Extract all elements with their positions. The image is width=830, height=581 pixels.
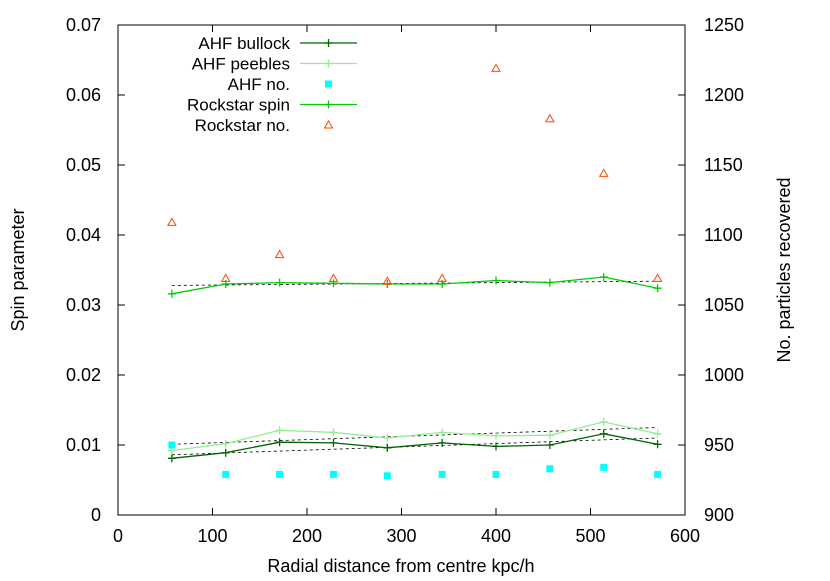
y-tick-label: 0.04: [66, 225, 101, 245]
y2-tick-label: 1100: [704, 225, 743, 245]
y-tick-label: 0.03: [66, 295, 101, 315]
legend-marker: [323, 119, 334, 129]
data-point: [600, 463, 608, 471]
y2-tick-label: 1150: [704, 155, 743, 175]
series-line: [171, 276, 658, 295]
data-point: [167, 289, 176, 298]
data-point: [653, 429, 662, 438]
data-point: [383, 434, 392, 442]
data-point: [654, 470, 662, 478]
legend-marker: [324, 39, 333, 47]
data-point: [275, 426, 284, 435]
data-point: [437, 273, 447, 282]
series-line: [171, 433, 658, 459]
data-point: [329, 470, 337, 478]
data-point: [328, 273, 339, 282]
x-tick-label: 200: [292, 526, 322, 546]
fit-line: [171, 280, 658, 286]
data-point: [492, 470, 500, 478]
data-point: [546, 465, 554, 473]
y-tick-label: 0: [91, 505, 101, 525]
legend-label: Rockstar spin: [187, 96, 290, 115]
x-tick-label: 300: [386, 526, 416, 546]
data-point: [383, 472, 391, 480]
data-point: [545, 113, 555, 123]
data-point: [438, 438, 447, 447]
legend-label: AHF peebles: [192, 55, 290, 74]
data-point: [599, 273, 608, 281]
fit-line: [171, 437, 658, 456]
x-axis-label: Radial distance from centre kpc/h: [267, 556, 534, 576]
y-tick-label: 0.06: [66, 85, 101, 105]
data-point: [545, 278, 554, 287]
y2-tick-label: 1000: [704, 365, 744, 385]
data-point: [545, 441, 554, 449]
y2-tick-label: 900: [704, 505, 734, 525]
data-point: [492, 276, 500, 285]
data-point: [599, 429, 608, 438]
data-point: [329, 279, 338, 288]
series-ahf-peebles: [167, 417, 662, 455]
data-point: [382, 276, 393, 285]
data-point: [221, 448, 230, 457]
data-point: [329, 438, 338, 447]
x-tick-label: 100: [197, 526, 227, 546]
data-point: [167, 217, 177, 226]
y2-tick-label: 1250: [704, 15, 744, 35]
series-layer: [167, 63, 663, 480]
data-point: [438, 470, 446, 478]
data-point: [329, 428, 338, 437]
data-point: [438, 428, 447, 437]
data-point: [275, 278, 284, 287]
y2-tick-label: 950: [704, 435, 734, 455]
data-point: [274, 249, 285, 259]
data-point: [653, 440, 662, 449]
series-rockstar-no-: [167, 63, 663, 285]
y2-axis-label: No. particles recovered: [774, 177, 794, 362]
fit-line: [171, 427, 658, 445]
data-point: [545, 431, 554, 440]
data-point: [653, 284, 662, 293]
fit-lines: [171, 280, 658, 456]
data-point: [383, 443, 392, 452]
series-ahf-bullock: [167, 429, 662, 463]
data-point: [221, 439, 230, 448]
legend-marker: [325, 80, 332, 88]
x-tick-label: 0: [113, 526, 123, 546]
data-point: [275, 438, 284, 447]
series-rockstar-spin: [167, 273, 662, 298]
x-tick-label: 400: [481, 526, 511, 546]
y-tick-label: 0.07: [66, 15, 101, 35]
y2-tick-label: 1050: [704, 295, 744, 315]
data-point: [220, 273, 231, 282]
x-tick-label: 600: [670, 526, 700, 546]
y-axis-label: Spin parameter: [8, 208, 28, 331]
data-point: [491, 63, 501, 72]
y-tick-label: 0.01: [66, 435, 101, 455]
legend-label: Rockstar no.: [195, 116, 290, 135]
data-point: [168, 441, 176, 449]
data-point: [276, 470, 284, 478]
legend-marker: [324, 59, 333, 68]
legend-marker: [324, 100, 333, 109]
ticks-layer: 0 100 200 300 400 500 600 0 0.01 0.02 0.03 0.04 0.05…: [66, 15, 744, 546]
data-point: [598, 168, 609, 177]
y2-tick-label: 1200: [704, 85, 744, 105]
series-line: [171, 421, 658, 452]
data-point: [492, 431, 500, 440]
data-point: [222, 470, 230, 478]
data-point: [599, 417, 608, 426]
data-point: [492, 442, 500, 451]
y-tick-label: 0.02: [66, 365, 101, 385]
data-point: [652, 273, 663, 282]
legend-label: AHF bullock: [198, 34, 290, 53]
data-point: [167, 454, 176, 463]
x-tick-label: 500: [575, 526, 605, 546]
legend-label: AHF no.: [228, 75, 290, 94]
series-ahf-no-: [168, 441, 662, 480]
y-tick-label: 0.05: [66, 155, 101, 175]
